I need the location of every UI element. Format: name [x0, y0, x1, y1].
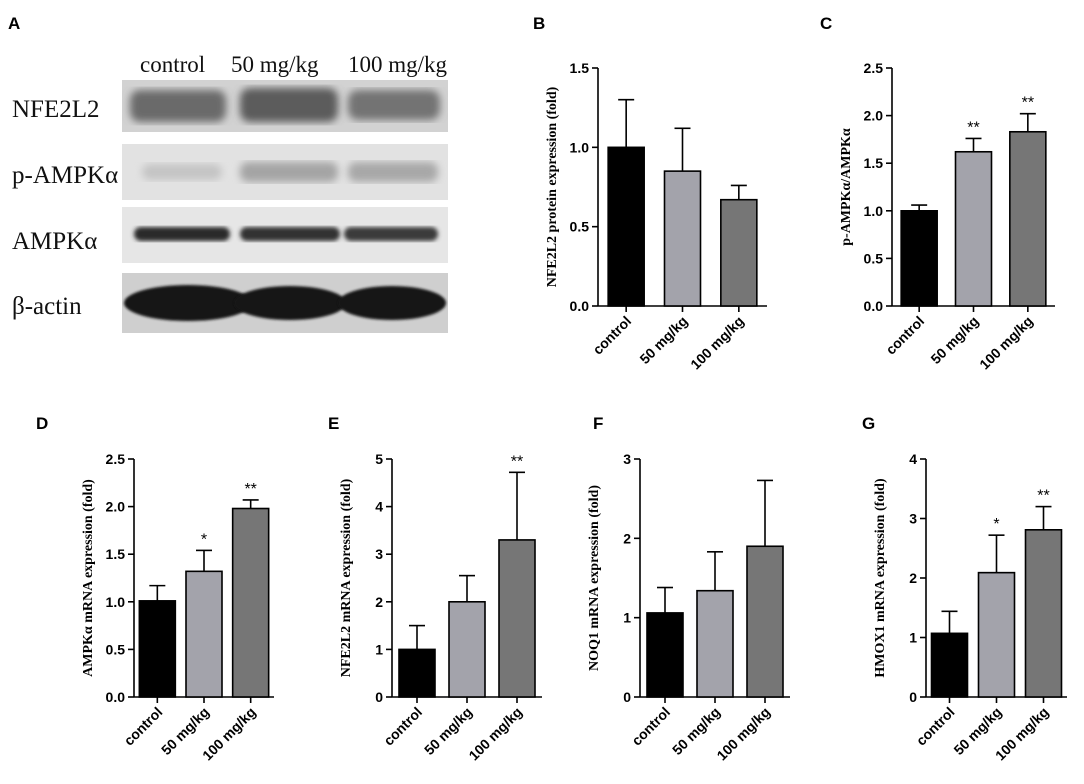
blot-column-control: control	[140, 52, 206, 77]
y-tick-label: 5	[375, 451, 383, 467]
y-tick-label: 1	[909, 630, 917, 646]
y-tick-label: 2	[375, 594, 383, 610]
panel-letter-c: C	[820, 14, 833, 33]
panel-letter-g: G	[862, 414, 876, 433]
bar-100-mg-kg	[231, 507, 270, 698]
x-tick-label-control: control	[913, 704, 958, 749]
y-tick-label: 1	[375, 641, 383, 657]
y-tick-label: 3	[623, 451, 631, 467]
bar-control	[900, 210, 938, 307]
y-tick-label: 0.0	[106, 689, 126, 705]
blot-strip-beta-actin	[122, 273, 448, 333]
blot-row-label-beta-actin: β-actin	[12, 293, 82, 320]
y-tick-label: 3	[909, 511, 917, 527]
y-tick-label: 1.5	[570, 60, 590, 76]
y-tick-label: 0.5	[106, 641, 126, 657]
bar-50-mg-kg	[977, 571, 1016, 698]
bar-50-mg-kg	[696, 589, 734, 698]
y-axis-label: NFE2L2 mRNA expression (fold)	[339, 478, 354, 677]
blot-row-label-nfe2l2: NFE2L2	[12, 96, 100, 123]
bar-control	[398, 648, 436, 698]
bar-100-mg-kg	[498, 539, 536, 698]
y-tick-label: 2	[623, 530, 631, 546]
bar-100-mg-kg	[1009, 130, 1047, 307]
significance-marker: **	[967, 119, 979, 136]
y-tick-label: 1	[623, 610, 631, 626]
y-tick-label: 1.0	[864, 203, 884, 219]
bar-control	[138, 600, 177, 698]
y-axis-label: NOQ1 mRNA expression (fold)	[587, 485, 602, 671]
y-tick-label: 0.5	[864, 250, 884, 266]
significance-marker: **	[1037, 488, 1049, 505]
bar-control	[607, 146, 645, 307]
significance-marker: *	[201, 531, 207, 548]
y-tick-label: 0	[623, 689, 631, 705]
blot-strip-nfe2l2	[122, 80, 448, 132]
y-tick-label: 0.0	[864, 298, 884, 314]
y-tick-label: 4	[375, 499, 383, 515]
significance-marker: **	[1022, 95, 1034, 112]
significance-marker: **	[511, 453, 523, 470]
y-tick-label: 2.5	[106, 451, 126, 467]
y-tick-label: 2.0	[106, 499, 126, 515]
significance-marker: **	[244, 481, 256, 498]
blot-column-50mg: 50 mg/kg	[231, 52, 319, 77]
y-tick-label: 4	[909, 451, 917, 467]
blot-row-label-p-ampk: p-AMPKα	[12, 162, 119, 189]
y-tick-label: 0.5	[570, 219, 590, 235]
y-axis-label: p-AMPKα/AMPKα	[839, 128, 854, 246]
y-tick-label: 2	[909, 570, 917, 586]
bar-50-mg-kg	[663, 170, 702, 307]
y-tick-label: 0.0	[570, 298, 590, 314]
y-axis-label: AMPKα mRNA expression (fold)	[81, 479, 96, 677]
blot-strip-ampk	[122, 207, 448, 263]
y-tick-label: 0	[909, 689, 917, 705]
y-tick-label: 2.0	[864, 108, 884, 124]
y-axis-label: NFE2L2 protein expression (fold)	[545, 86, 560, 287]
y-tick-label: 0	[375, 689, 383, 705]
significance-marker: *	[993, 516, 999, 533]
bar-control	[930, 632, 969, 698]
blot-strip-p-ampk	[122, 144, 448, 200]
panel-letter-b: B	[533, 14, 546, 33]
panel-letter-e: E	[328, 414, 340, 433]
panel-letter-d: D	[36, 414, 49, 433]
blot-row-label-ampk: AMPKα	[12, 228, 98, 255]
blot-column-100mg: 100 mg/kg	[348, 52, 448, 77]
y-tick-label: 1.5	[106, 546, 126, 562]
bar-100-mg-kg	[1024, 529, 1063, 698]
y-tick-label: 1.0	[106, 594, 126, 610]
panel-letter-a: A	[8, 14, 21, 33]
western-blot: control 50 mg/kg 100 mg/kg NFE2L2 p-AMPK…	[0, 40, 480, 340]
panel-letter-f: F	[593, 414, 604, 433]
y-tick-label: 2.5	[864, 60, 884, 76]
y-tick-label: 3	[375, 546, 383, 562]
y-tick-label: 1.5	[864, 155, 884, 171]
y-axis-label: HMOX1 mRNA expression (fold)	[873, 478, 888, 678]
y-tick-label: 1.0	[570, 139, 590, 155]
bar-100-mg-kg	[746, 545, 784, 698]
